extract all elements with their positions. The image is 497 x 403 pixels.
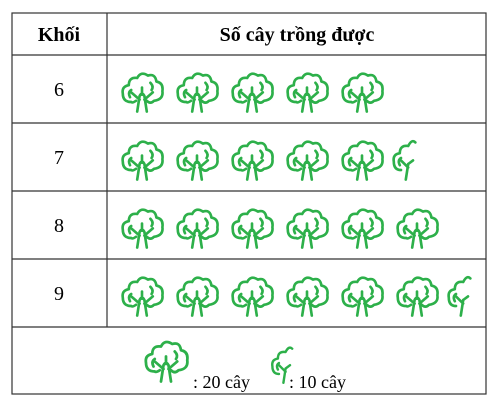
tree-full-icon (286, 140, 329, 181)
tree-full-icon (121, 208, 164, 249)
tree-half-icon (447, 275, 472, 317)
tree-full-icon (396, 208, 439, 249)
grade-label-6: 6 (54, 79, 64, 101)
tree-full-icon (176, 140, 219, 181)
legend-half-label: : 10 cây (289, 372, 346, 392)
tree-full-icon (176, 276, 219, 317)
grade-label-9: 9 (54, 283, 64, 305)
tree-full-icon (176, 72, 219, 113)
tree-full-icon (231, 72, 274, 113)
tree-full-icon (231, 140, 274, 181)
grade-label-8: 8 (54, 215, 64, 237)
tree-full-icon (176, 208, 219, 249)
tree-full-icon (231, 276, 274, 317)
tree-full-icon (121, 140, 164, 181)
tree-full-icon (286, 276, 329, 317)
tree-full-icon (396, 276, 439, 317)
tree-rows (121, 72, 472, 317)
legend-tree-full-icon (144, 340, 189, 383)
tree-full-icon (341, 140, 384, 181)
grade-label-7: 7 (54, 147, 64, 169)
tree-full-icon (286, 208, 329, 249)
header-grade: Khối (38, 24, 81, 46)
legend: : 20 cây : 10 cây (144, 340, 346, 392)
tree-full-icon (286, 72, 329, 113)
tree-full-icon (231, 208, 274, 249)
tree-half-icon (392, 139, 417, 181)
header-trees: Số cây trồng được (220, 24, 375, 46)
legend-full-label: : 20 cây (193, 372, 250, 392)
tree-full-icon (121, 276, 164, 317)
tree-full-icon (341, 72, 384, 113)
tree-full-icon (121, 72, 164, 113)
tree-full-icon (341, 208, 384, 249)
table-grid (11, 12, 487, 395)
tree-full-icon (341, 276, 384, 317)
